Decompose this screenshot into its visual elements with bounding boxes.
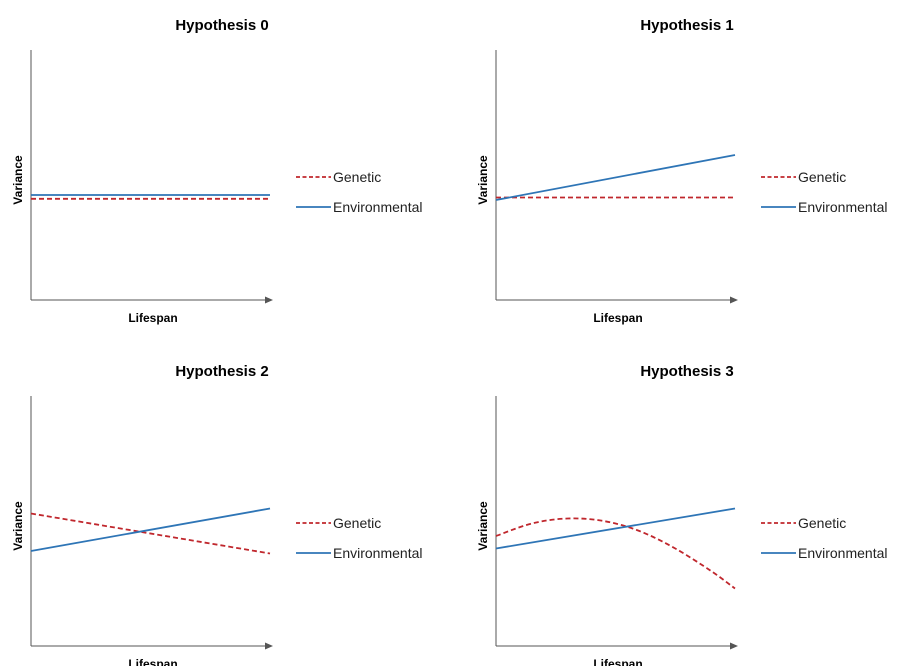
legend-label-environmental: Environmental — [798, 199, 888, 215]
chart-title: Hypothesis 3 — [640, 363, 733, 380]
legend-label-environmental: Environmental — [333, 199, 423, 215]
series-line-genetic — [495, 517, 736, 590]
x-axis-label: Lifespan — [128, 657, 177, 666]
x-axis-label: Lifespan — [593, 657, 642, 666]
series-line-environmental — [495, 507, 736, 550]
chart-panel-1: Hypothesis 1 Lifespan Variance Genetic Envir… — [476, 17, 888, 325]
series-line-environmental — [30, 507, 271, 552]
x-axis-arrow-icon — [730, 296, 738, 304]
series-line-environmental — [495, 154, 736, 201]
chart-title: Hypothesis 1 — [640, 17, 733, 34]
legend-label-genetic: Genetic — [798, 515, 846, 531]
x-axis-arrow-icon — [265, 296, 273, 304]
chart-panel-0: Hypothesis 0 Lifespan Variance Genetic Envir… — [11, 17, 423, 325]
x-axis-arrow-icon — [730, 642, 738, 650]
legend-label-environmental: Environmental — [333, 545, 423, 561]
legend-label-genetic: Genetic — [333, 169, 381, 185]
y-axis-label: Variance — [11, 155, 25, 205]
y-axis-label: Variance — [476, 501, 490, 551]
chart-title: Hypothesis 2 — [175, 363, 268, 380]
series-line-genetic — [30, 512, 271, 555]
y-axis-label: Variance — [11, 501, 25, 551]
y-axis-label: Variance — [476, 155, 490, 205]
legend-label-genetic: Genetic — [798, 169, 846, 185]
chart-panel-3: Hypothesis 3 Lifespan Variance Genetic Envir… — [476, 363, 888, 666]
legend-label-environmental: Environmental — [798, 545, 888, 561]
x-axis-label: Lifespan — [128, 311, 177, 325]
x-axis-label: Lifespan — [593, 311, 642, 325]
x-axis-arrow-icon — [265, 642, 273, 650]
chart-panel-2: Hypothesis 2 Lifespan Variance Genetic Envir… — [11, 363, 423, 666]
legend-label-genetic: Genetic — [333, 515, 381, 531]
chart-title: Hypothesis 0 — [175, 17, 268, 34]
